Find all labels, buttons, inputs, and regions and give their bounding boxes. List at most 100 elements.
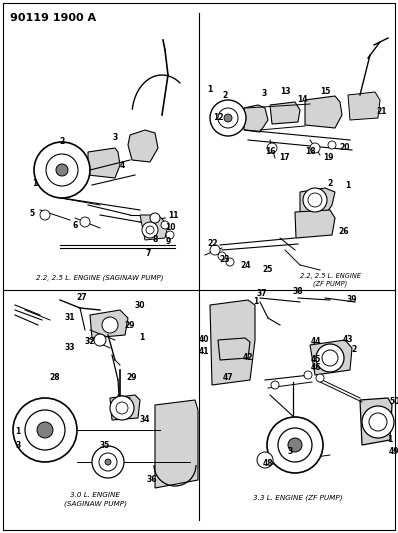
Text: 3: 3 bbox=[287, 448, 293, 456]
Circle shape bbox=[40, 210, 50, 220]
Circle shape bbox=[271, 381, 279, 389]
Circle shape bbox=[99, 453, 117, 471]
Text: 43: 43 bbox=[343, 335, 353, 344]
Circle shape bbox=[56, 164, 68, 176]
Circle shape bbox=[13, 398, 77, 462]
Text: 47: 47 bbox=[223, 374, 233, 383]
Circle shape bbox=[288, 438, 302, 452]
Circle shape bbox=[226, 258, 234, 266]
Text: 23: 23 bbox=[220, 255, 230, 264]
Circle shape bbox=[166, 231, 174, 239]
Polygon shape bbox=[155, 400, 198, 488]
Polygon shape bbox=[140, 215, 168, 240]
Polygon shape bbox=[110, 395, 140, 420]
Text: 8: 8 bbox=[152, 236, 158, 245]
Circle shape bbox=[218, 252, 226, 260]
Polygon shape bbox=[210, 300, 255, 385]
Circle shape bbox=[303, 188, 327, 212]
Polygon shape bbox=[270, 102, 300, 124]
Polygon shape bbox=[300, 188, 335, 215]
Circle shape bbox=[161, 221, 169, 229]
Circle shape bbox=[316, 374, 324, 382]
Text: 4: 4 bbox=[119, 160, 125, 169]
Text: 3.0 L. ENGINE: 3.0 L. ENGINE bbox=[70, 492, 120, 498]
Polygon shape bbox=[305, 96, 342, 128]
Text: 17: 17 bbox=[279, 154, 289, 163]
Text: 21: 21 bbox=[377, 108, 387, 117]
Text: 24: 24 bbox=[241, 261, 251, 270]
Text: 2: 2 bbox=[328, 180, 333, 189]
Circle shape bbox=[369, 413, 387, 431]
Text: (SAGINAW PUMP): (SAGINAW PUMP) bbox=[64, 500, 127, 507]
Circle shape bbox=[257, 452, 273, 468]
Text: 3: 3 bbox=[16, 440, 21, 449]
Text: 35: 35 bbox=[100, 440, 110, 449]
Text: 20: 20 bbox=[340, 143, 350, 152]
Circle shape bbox=[102, 317, 118, 333]
Text: 1: 1 bbox=[387, 435, 392, 445]
Text: 13: 13 bbox=[280, 87, 290, 96]
Text: 29: 29 bbox=[127, 374, 137, 383]
Text: 46: 46 bbox=[311, 364, 321, 373]
Circle shape bbox=[34, 142, 90, 198]
Circle shape bbox=[25, 410, 65, 450]
Text: 36: 36 bbox=[147, 475, 157, 484]
Text: 2.2, 2.5 L. ENGINE: 2.2, 2.5 L. ENGINE bbox=[300, 273, 361, 279]
Text: 39: 39 bbox=[347, 295, 357, 304]
Circle shape bbox=[210, 245, 220, 255]
Text: 29: 29 bbox=[125, 320, 135, 329]
Text: 11: 11 bbox=[168, 212, 178, 221]
Text: 1: 1 bbox=[207, 85, 213, 94]
Text: 38: 38 bbox=[293, 287, 303, 296]
Text: 6: 6 bbox=[72, 221, 78, 230]
Text: 32: 32 bbox=[85, 337, 95, 346]
Polygon shape bbox=[90, 310, 128, 338]
Text: 2: 2 bbox=[351, 345, 357, 354]
Text: 7: 7 bbox=[145, 248, 151, 257]
Text: 22: 22 bbox=[208, 239, 218, 248]
Circle shape bbox=[142, 222, 158, 238]
Circle shape bbox=[218, 108, 238, 128]
Text: 2.2, 2.5 L. ENGINE (SAGINAW PUMP): 2.2, 2.5 L. ENGINE (SAGINAW PUMP) bbox=[36, 274, 164, 281]
Circle shape bbox=[110, 396, 134, 420]
Circle shape bbox=[116, 402, 128, 414]
Text: 1: 1 bbox=[16, 427, 21, 437]
Text: 3: 3 bbox=[112, 133, 118, 141]
Text: 1: 1 bbox=[139, 334, 144, 343]
Circle shape bbox=[37, 422, 53, 438]
Circle shape bbox=[224, 114, 232, 122]
Text: 34: 34 bbox=[140, 416, 150, 424]
Polygon shape bbox=[295, 210, 335, 238]
Text: 1: 1 bbox=[254, 297, 259, 306]
Text: 3: 3 bbox=[261, 90, 267, 99]
Text: 19: 19 bbox=[323, 154, 333, 163]
Text: 30: 30 bbox=[135, 301, 145, 310]
Circle shape bbox=[146, 226, 154, 234]
Polygon shape bbox=[360, 398, 392, 445]
Text: 5: 5 bbox=[29, 208, 35, 217]
Circle shape bbox=[304, 371, 312, 379]
Text: 44: 44 bbox=[311, 337, 321, 346]
Polygon shape bbox=[128, 130, 158, 162]
Polygon shape bbox=[244, 105, 268, 132]
Text: (ZF PUMP): (ZF PUMP) bbox=[313, 281, 347, 287]
Text: 9: 9 bbox=[166, 238, 171, 246]
Polygon shape bbox=[218, 338, 250, 360]
Text: 49: 49 bbox=[389, 448, 398, 456]
Circle shape bbox=[278, 428, 312, 462]
Text: 25: 25 bbox=[263, 265, 273, 274]
Text: 28: 28 bbox=[50, 374, 60, 383]
Text: 42: 42 bbox=[243, 353, 253, 362]
Text: 26: 26 bbox=[339, 228, 349, 237]
Circle shape bbox=[267, 417, 323, 473]
Circle shape bbox=[310, 143, 320, 153]
Text: 90119 1900 A: 90119 1900 A bbox=[10, 13, 96, 23]
Text: 37: 37 bbox=[257, 289, 267, 298]
Text: 27: 27 bbox=[77, 293, 87, 302]
Circle shape bbox=[46, 154, 78, 186]
Text: 1: 1 bbox=[345, 181, 351, 190]
Text: 3.3 L. ENGINE (ZF PUMP): 3.3 L. ENGINE (ZF PUMP) bbox=[253, 495, 343, 501]
Text: 14: 14 bbox=[297, 95, 307, 104]
Polygon shape bbox=[348, 92, 380, 120]
Circle shape bbox=[92, 446, 124, 478]
